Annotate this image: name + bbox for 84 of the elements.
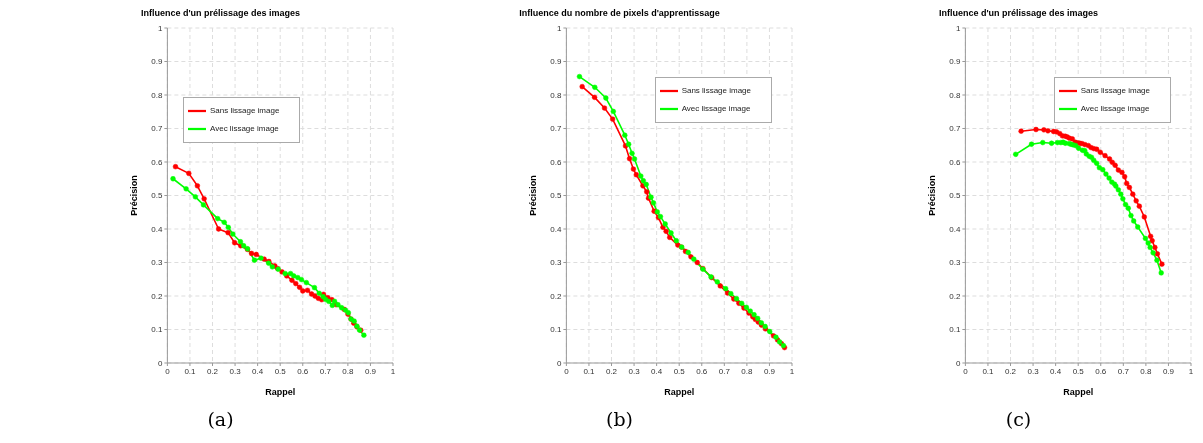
y-tick-label: 0.4 <box>151 224 163 234</box>
x-axis-title: Rappel <box>664 387 695 397</box>
y-tick-label: 0.9 <box>949 57 961 67</box>
x-tick-label: 0.7 <box>1117 366 1130 376</box>
x-axis-title: Rappel <box>1063 387 1094 397</box>
y-tick-label: 0.3 <box>550 258 562 268</box>
y-tick-label: 0.5 <box>949 191 961 201</box>
legend-label: Sans lissage image <box>210 106 280 116</box>
x-tick-label: 0.2 <box>605 366 618 376</box>
text: (a) <box>206 407 235 431</box>
x-tick-label: 0.2 <box>1004 366 1017 376</box>
y-tick-label: 1 <box>157 23 163 33</box>
x-tick-label: 0.8 <box>741 366 753 376</box>
x-tick-label: 0.8 <box>342 366 354 376</box>
text: (b) <box>605 407 634 431</box>
x-tick-label: 0.6 <box>696 366 708 376</box>
y-tick-label: 0.1 <box>949 325 961 335</box>
x-tick-label: 0.4 <box>651 366 663 376</box>
x-tick-label: 0.4 <box>252 366 264 376</box>
y-tick-label: 0 <box>955 358 961 368</box>
y-tick-label: 0.3 <box>151 258 163 268</box>
x-tick-label: 1 <box>1188 366 1194 376</box>
x-tick-label: 0.5 <box>673 366 686 376</box>
x-tick-label: 0.2 <box>206 366 219 376</box>
chart-title: Influence du nombre de pixels d'apprentissage <box>518 8 721 20</box>
y-tick-label: 0.4 <box>949 224 961 234</box>
x-tick-label: 0.3 <box>229 366 242 376</box>
y-tick-label: 0.8 <box>949 90 961 100</box>
legend-label: Sans lissage image <box>681 86 751 96</box>
y-tick-label: 0.5 <box>151 191 163 201</box>
y-tick-label: 0.9 <box>550 57 562 67</box>
y-tick-label: 0.5 <box>550 191 562 201</box>
legend-label: Avec lissage image <box>210 124 279 134</box>
y-axis-title: Précision <box>527 175 538 216</box>
x-tick-label: 0.1 <box>583 366 596 376</box>
y-tick-label: 0.6 <box>949 157 961 167</box>
x-tick-label: 0 <box>564 366 570 376</box>
y-tick-label: 0.1 <box>550 325 562 335</box>
x-tick-label: 0.9 <box>763 366 776 376</box>
x-tick-label: 0.1 <box>184 366 197 376</box>
y-tick-label: 1 <box>955 23 961 33</box>
y-tick-label: 0 <box>157 358 163 368</box>
x-tick-label: 0.9 <box>364 366 377 376</box>
y-axis-title: Précision <box>926 175 937 216</box>
legend-label: Sans lissage image <box>1080 86 1150 96</box>
x-axis-title: Rappel <box>265 387 296 397</box>
y-tick-label: 0.1 <box>151 325 163 335</box>
y-tick-label: 0.4 <box>550 224 562 234</box>
y-tick-label: 0.6 <box>550 157 562 167</box>
x-tick-label: 0.9 <box>1162 366 1175 376</box>
x-tick-label: 0.5 <box>1072 366 1085 376</box>
x-tick-label: 0.1 <box>982 366 995 376</box>
x-tick-label: 0.6 <box>1095 366 1107 376</box>
y-tick-label: 0.8 <box>550 90 562 100</box>
legend-label: Avec lissage image <box>1080 104 1150 114</box>
y-tick-label: 0.9 <box>151 57 163 67</box>
x-tick-label: 0 <box>963 366 969 376</box>
y-tick-label: 0.7 <box>151 124 163 134</box>
x-tick-label: 1 <box>390 366 396 376</box>
y-tick-label: 0.2 <box>550 291 562 301</box>
y-tick-label: 0.2 <box>151 291 163 301</box>
x-tick-label: 0.4 <box>1050 366 1062 376</box>
y-tick-label: 0.7 <box>949 124 961 134</box>
y-tick-label: 0.6 <box>151 157 163 167</box>
x-tick-label: 0.7 <box>319 366 332 376</box>
x-tick-label: 0.3 <box>628 366 641 376</box>
y-tick-label: 1 <box>556 23 562 33</box>
x-tick-label: 0.5 <box>274 366 287 376</box>
y-tick-label: 0.8 <box>151 90 163 100</box>
x-tick-label: 0.8 <box>1140 366 1152 376</box>
y-tick-label: 0.7 <box>550 124 562 134</box>
legend-label: Avec lissage image <box>681 104 751 114</box>
x-tick-label: 0.3 <box>1027 366 1040 376</box>
x-tick-label: 1 <box>789 366 795 376</box>
text: (c) <box>1004 407 1033 431</box>
x-tick-label: 0.6 <box>297 366 309 376</box>
y-tick-label: 0.2 <box>949 291 961 301</box>
y-tick-label: 0.3 <box>949 258 961 268</box>
x-tick-label: 0 <box>165 366 171 376</box>
x-tick-label: 0.7 <box>718 366 731 376</box>
chart-title: Influence d'un prélissage des images <box>139 8 302 20</box>
chart-title: Influence d'un prélissage des images <box>937 8 1100 20</box>
y-tick-label: 0 <box>556 358 562 368</box>
y-axis-title: Précision <box>128 175 139 216</box>
